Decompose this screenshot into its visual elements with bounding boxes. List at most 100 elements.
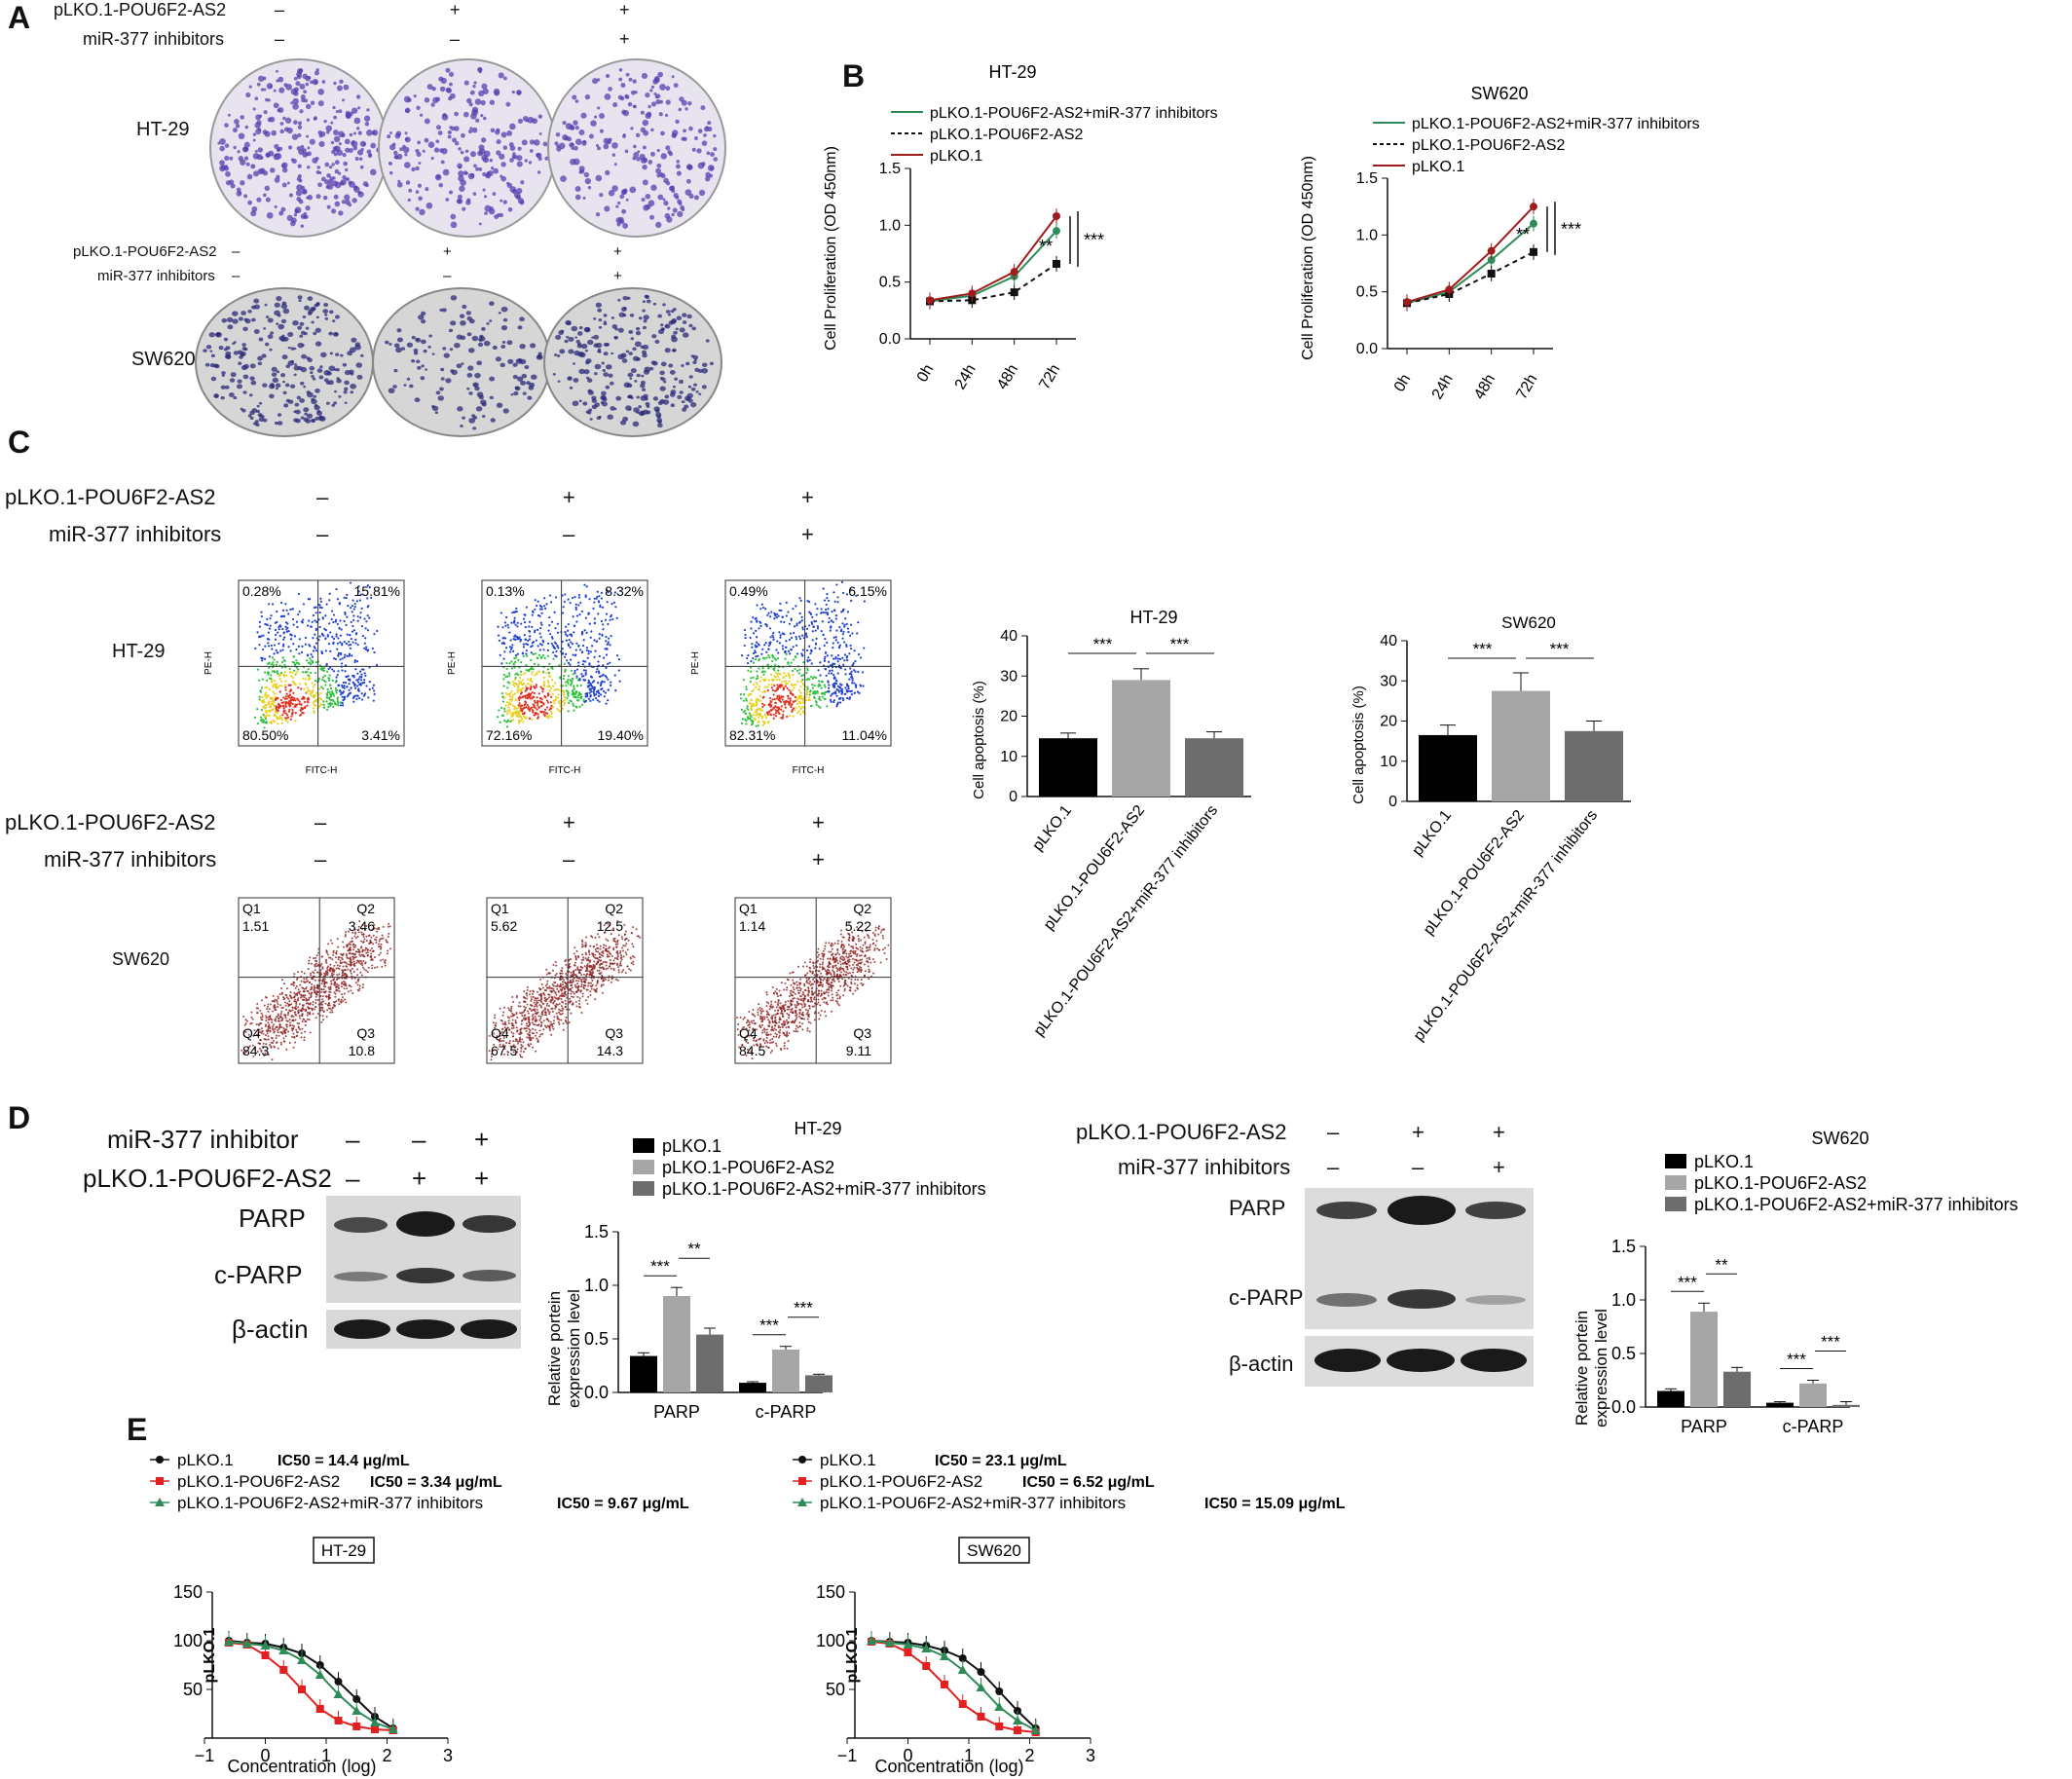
event-dot — [763, 670, 766, 673]
colony-dot — [229, 378, 236, 383]
event-dot — [554, 682, 557, 685]
event-dot — [354, 932, 357, 935]
colony-dot — [578, 166, 585, 172]
colony-dot — [668, 363, 674, 368]
colony-dot — [698, 189, 706, 197]
colony-dot — [462, 111, 469, 118]
data-point — [1487, 256, 1496, 264]
colony-dot — [311, 320, 314, 324]
event-dot — [806, 660, 809, 663]
event-dot — [532, 711, 535, 714]
event-dot — [314, 619, 316, 622]
event-dot — [752, 688, 756, 691]
colony-dot — [243, 156, 249, 161]
event-dot — [775, 616, 778, 619]
event-dot — [593, 639, 596, 642]
colony-dot — [334, 332, 338, 336]
event-dot — [365, 620, 368, 623]
event-dot — [507, 626, 510, 629]
event-dot — [357, 681, 360, 684]
colony-dot — [419, 113, 424, 117]
event-dot — [763, 689, 766, 693]
event-dot — [344, 935, 347, 938]
event-dot — [287, 997, 290, 1000]
event-dot — [351, 611, 353, 613]
event-dot — [382, 958, 385, 961]
event-dot — [359, 616, 362, 619]
event-dot — [523, 634, 526, 637]
colony-dot — [269, 348, 273, 352]
colony-dot — [437, 130, 443, 135]
event-dot — [757, 708, 759, 711]
colony-dot — [421, 364, 425, 368]
event-dot — [755, 714, 758, 717]
colony-dot — [603, 143, 610, 150]
event-dot — [567, 710, 570, 713]
event-dot — [523, 613, 526, 616]
event-dot — [820, 608, 823, 611]
event-dot — [596, 590, 599, 593]
event-dot — [265, 703, 268, 707]
event-dot — [305, 997, 308, 1000]
colony-dot — [465, 311, 471, 315]
colony-dot — [364, 122, 370, 127]
event-dot — [558, 702, 562, 705]
colony-dot — [430, 102, 435, 107]
event-dot — [592, 698, 595, 701]
colony-dot — [296, 197, 302, 202]
event-dot — [761, 667, 764, 670]
event-dot — [763, 680, 766, 683]
colony-dot — [270, 383, 275, 387]
colony-dot — [477, 150, 483, 157]
colony-dot — [421, 339, 426, 345]
event-dot — [281, 979, 284, 982]
colony-dot — [210, 353, 215, 358]
colony-dot — [676, 160, 681, 164]
event-dot — [328, 622, 331, 625]
colony-dot — [403, 95, 411, 103]
event-dot — [615, 616, 618, 620]
event-dot — [326, 708, 329, 711]
colony-dot — [585, 358, 592, 364]
colony-dot — [517, 118, 524, 124]
event-dot — [345, 954, 348, 957]
event-dot — [609, 644, 611, 647]
event-dot — [832, 699, 835, 702]
event-dot — [325, 700, 328, 703]
colony-dot — [688, 193, 694, 200]
event-dot — [337, 999, 340, 1002]
event-dot — [530, 646, 533, 649]
event-dot — [311, 660, 314, 663]
event-dot — [574, 654, 577, 657]
event-dot — [516, 621, 519, 624]
colony-dot — [421, 311, 426, 316]
event-dot — [853, 649, 856, 652]
event-dot — [514, 676, 517, 680]
event-dot — [801, 701, 805, 704]
colony-dot — [471, 414, 476, 418]
quadrant-value: 8.32% — [605, 583, 644, 599]
event-dot — [784, 706, 787, 709]
event-dot — [542, 670, 545, 673]
colony-dot — [248, 393, 253, 397]
event-dot — [590, 630, 593, 633]
colony-dot — [297, 342, 305, 349]
colony-dot — [433, 147, 440, 153]
event-dot — [759, 714, 762, 718]
colony-dot — [500, 131, 507, 138]
event-dot — [336, 938, 339, 941]
colony-dot — [457, 406, 463, 412]
event-dot — [572, 702, 574, 705]
colony-dot — [257, 168, 264, 175]
event-dot — [814, 603, 817, 606]
colony-dot — [333, 81, 337, 86]
event-dot — [845, 593, 849, 596]
colony-dot — [315, 410, 323, 416]
event-dot — [849, 672, 852, 675]
event-dot — [777, 672, 781, 675]
event-dot — [774, 614, 777, 617]
event-dot — [329, 703, 332, 706]
event-dot — [841, 697, 844, 700]
event-dot — [289, 718, 293, 721]
event-dot — [516, 652, 519, 655]
